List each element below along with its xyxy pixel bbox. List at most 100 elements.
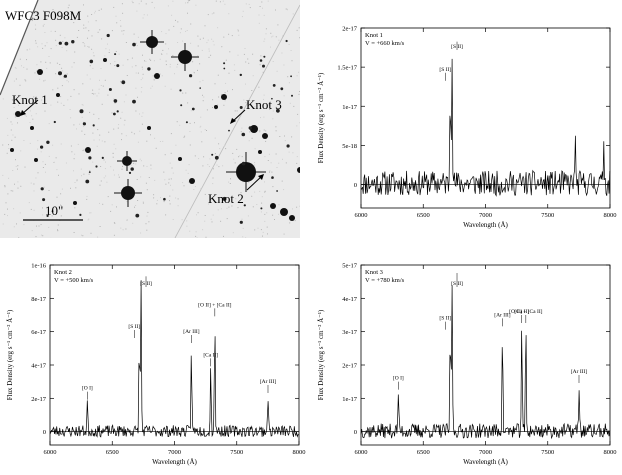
speckle bbox=[163, 201, 165, 203]
speckle bbox=[202, 79, 204, 81]
knot-1-arrow bbox=[21, 99, 39, 115]
speckle bbox=[172, 55, 174, 56]
speckle bbox=[251, 195, 253, 197]
emission-line-label: [S II] bbox=[451, 281, 463, 287]
emission-line-label: [S II] bbox=[439, 316, 451, 322]
plot-frame bbox=[49, 264, 300, 446]
speckle bbox=[224, 144, 226, 146]
speckle bbox=[140, 0, 142, 2]
speckle bbox=[73, 158, 75, 160]
speckle bbox=[39, 78, 41, 80]
speckle bbox=[296, 75, 298, 77]
speckle bbox=[28, 202, 30, 204]
star bbox=[286, 144, 290, 148]
speckle bbox=[40, 151, 42, 153]
speckle bbox=[223, 36, 225, 38]
speckle bbox=[145, 3, 147, 5]
speckle bbox=[123, 101, 125, 103]
speckle bbox=[135, 87, 137, 89]
spectrum-title: Knot 1 bbox=[365, 32, 383, 39]
speckle bbox=[42, 161, 44, 163]
speckle bbox=[236, 148, 238, 150]
speckle bbox=[272, 110, 274, 112]
speckle bbox=[160, 53, 162, 54]
speckle bbox=[204, 129, 206, 131]
speckle bbox=[68, 4, 70, 6]
speckle bbox=[176, 66, 178, 68]
speckle bbox=[62, 40, 64, 42]
speckle bbox=[106, 181, 108, 183]
speckle bbox=[228, 13, 230, 15]
speckle bbox=[50, 48, 52, 50]
speckle bbox=[118, 174, 119, 176]
x-tick-label: 6500 bbox=[106, 449, 119, 456]
speckle bbox=[52, 89, 54, 91]
speckle bbox=[297, 113, 299, 115]
speckle bbox=[137, 72, 139, 74]
speckle bbox=[278, 213, 279, 215]
speckle bbox=[254, 162, 256, 164]
speckle bbox=[214, 83, 216, 85]
speckle bbox=[165, 60, 167, 62]
speckle bbox=[233, 158, 235, 160]
star bbox=[88, 171, 91, 174]
speckle bbox=[262, 7, 263, 9]
speckle bbox=[228, 72, 230, 74]
speckle bbox=[196, 214, 197, 216]
y-tick-label: 4e-17 bbox=[31, 363, 47, 370]
speckle bbox=[89, 111, 91, 113]
speckle bbox=[272, 35, 274, 37]
speckle bbox=[34, 24, 36, 26]
speckle bbox=[60, 96, 62, 98]
speckle bbox=[201, 49, 203, 51]
y-tick-label: 3e-17 bbox=[342, 329, 358, 336]
speckle bbox=[10, 121, 12, 123]
star bbox=[85, 179, 90, 184]
star bbox=[171, 43, 199, 71]
speckle bbox=[219, 148, 221, 150]
speckle bbox=[87, 21, 89, 23]
speckle bbox=[283, 64, 285, 66]
speckle bbox=[7, 215, 8, 217]
speckle bbox=[55, 45, 57, 47]
speckle bbox=[139, 158, 141, 160]
speckle bbox=[254, 164, 256, 166]
speckle bbox=[225, 148, 227, 150]
speckle bbox=[290, 50, 292, 51]
speckle bbox=[13, 113, 15, 115]
speckle bbox=[145, 223, 147, 225]
speckle bbox=[217, 209, 219, 211]
spectrum-velocity: V = +500 km/s bbox=[54, 277, 94, 284]
speckle bbox=[37, 172, 39, 174]
speckle bbox=[142, 201, 144, 203]
speckle bbox=[13, 226, 15, 228]
star bbox=[185, 121, 188, 124]
speckle bbox=[266, 226, 268, 228]
star bbox=[280, 208, 288, 216]
speckle bbox=[110, 166, 112, 168]
speckle bbox=[19, 58, 21, 60]
star bbox=[250, 125, 258, 133]
speckle bbox=[23, 224, 25, 226]
speckle bbox=[102, 85, 104, 87]
speckle bbox=[64, 37, 66, 39]
speckle bbox=[176, 121, 178, 123]
speckle bbox=[298, 93, 300, 95]
speckle bbox=[211, 38, 213, 40]
speckle bbox=[263, 129, 265, 131]
speckle bbox=[224, 100, 226, 102]
knot-2-spectrum-chart: 6000 6500 7000 7500 8000 0 2e-17 4e-17 6e-17 8e-1… bbox=[6, 263, 306, 467]
speckle bbox=[37, 46, 39, 48]
speckle bbox=[98, 139, 100, 141]
star bbox=[40, 145, 44, 149]
speckle bbox=[208, 50, 210, 52]
speckle bbox=[121, 139, 122, 141]
speckle bbox=[4, 186, 6, 188]
speckle bbox=[59, 64, 61, 65]
speckle bbox=[26, 49, 28, 51]
speckle bbox=[10, 190, 12, 192]
speckle bbox=[91, 93, 93, 94]
speckle bbox=[101, 103, 103, 105]
speckle bbox=[172, 172, 174, 174]
speckle bbox=[52, 144, 54, 146]
